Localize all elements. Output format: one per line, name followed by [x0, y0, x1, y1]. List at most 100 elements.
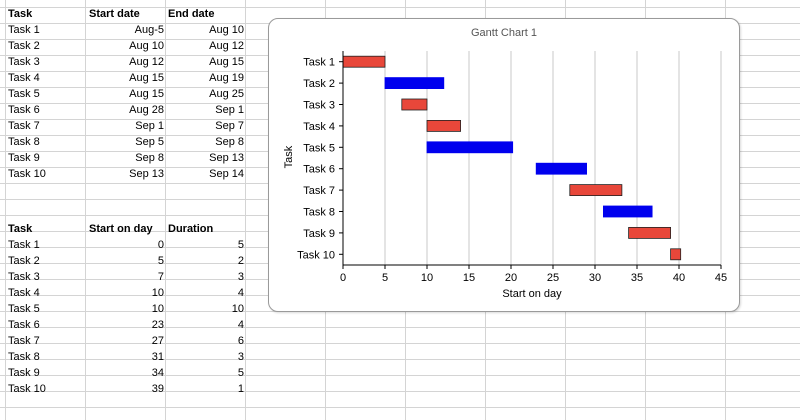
- table-cell[interactable]: Aug 12: [129, 56, 164, 68]
- table-cell[interactable]: 3: [237, 351, 244, 363]
- x-axis-title: Start on day: [502, 288, 562, 300]
- table-cell[interactable]: Task 6: [8, 319, 40, 331]
- table-cell[interactable]: Sep 13: [209, 152, 244, 164]
- header-cell-col-task[interactable]: Task: [8, 223, 33, 235]
- y-tick-label: Task 10: [297, 249, 335, 261]
- x-tick-label: 45: [715, 272, 727, 284]
- gantt-bar-1: [342, 55, 386, 68]
- chart-bars: [342, 55, 682, 261]
- table-cell[interactable]: 6: [237, 335, 244, 347]
- table-cell[interactable]: Task 1: [8, 239, 40, 251]
- header-cell-col-task[interactable]: Task: [8, 8, 33, 20]
- x-tick-label: 40: [673, 272, 685, 284]
- table-cell[interactable]: Task 4: [8, 287, 40, 299]
- table-cell[interactable]: 23: [151, 319, 164, 331]
- x-tick-label: 0: [340, 272, 346, 284]
- chart-title: Gantt Chart 1: [471, 27, 537, 39]
- y-tick-label: Task 9: [303, 228, 335, 240]
- y-tick-label: Task 2: [303, 78, 335, 90]
- table-cell[interactable]: 10: [231, 303, 244, 315]
- table-cell[interactable]: Task 10: [8, 383, 46, 395]
- table-cell[interactable]: Task 10: [8, 168, 46, 180]
- table-cell[interactable]: 10: [151, 303, 164, 315]
- x-tick-label: 35: [631, 272, 643, 284]
- table-cell[interactable]: Task 1: [8, 24, 40, 36]
- table-cell[interactable]: 0: [157, 239, 164, 251]
- y-tick-label: Task 4: [303, 121, 335, 133]
- table-cell[interactable]: 2: [237, 255, 244, 267]
- table-cell[interactable]: 3: [237, 271, 244, 283]
- table-cell[interactable]: Aug 12: [209, 40, 244, 52]
- table-cell[interactable]: Aug 15: [129, 72, 164, 84]
- table-cell[interactable]: Sep 5: [135, 136, 164, 148]
- x-tick-label: 20: [505, 272, 517, 284]
- table-cell[interactable]: Aug-5: [134, 24, 164, 36]
- table-cell[interactable]: Aug 10: [129, 40, 164, 52]
- table-cell[interactable]: 31: [151, 351, 164, 363]
- table-cell[interactable]: Task 7: [8, 120, 40, 132]
- gantt-bar-4: [426, 120, 461, 132]
- table-cell[interactable]: 5: [237, 367, 244, 379]
- gantt-bar-10: [670, 248, 682, 261]
- table-cell[interactable]: Sep 8: [215, 136, 244, 148]
- table-cell[interactable]: Task 8: [8, 351, 40, 363]
- gantt-bar-3: [401, 98, 428, 111]
- table-cell[interactable]: Task 4: [8, 72, 40, 84]
- table-cell[interactable]: 7: [157, 271, 164, 283]
- y-tick-label: Task 3: [303, 100, 335, 112]
- table-cell[interactable]: Sep 13: [129, 168, 164, 180]
- table-cell[interactable]: 34: [151, 367, 164, 379]
- y-tick-label: Task 7: [303, 185, 335, 197]
- y-tick-label: Task 5: [303, 142, 335, 154]
- table-cell[interactable]: Sep 1: [135, 120, 164, 132]
- table-cell[interactable]: Aug 28: [129, 104, 164, 116]
- table-cell[interactable]: Task 5: [8, 88, 40, 100]
- y-tick-label: Task 1: [303, 57, 335, 69]
- gantt-chart[interactable]: Gantt Chart 1 Task 1 Task 2 Task 3 Task 4 Ta…: [268, 18, 740, 312]
- header-cell-col-2[interactable]: Start on day: [89, 223, 153, 235]
- table-cell[interactable]: Aug 19: [209, 72, 244, 84]
- gantt-bar-2: [384, 77, 445, 89]
- table-cell[interactable]: 39: [151, 383, 164, 395]
- table-cell[interactable]: 27: [151, 335, 164, 347]
- x-tick-label: 30: [589, 272, 601, 284]
- x-tick-label: 10: [421, 272, 433, 284]
- table-cell[interactable]: Task 7: [8, 335, 40, 347]
- header-cell-col-3[interactable]: End date: [168, 8, 215, 20]
- table-cell[interactable]: Task 2: [8, 255, 40, 267]
- table-cell[interactable]: 5: [237, 239, 244, 251]
- table-cell[interactable]: Aug 25: [209, 88, 244, 100]
- table-cell[interactable]: Task 9: [8, 152, 40, 164]
- header-cell-col-2[interactable]: Start date: [89, 8, 140, 20]
- table-cell[interactable]: Sep 14: [209, 168, 244, 180]
- x-tick-label: 15: [463, 272, 475, 284]
- gantt-bar-7: [569, 184, 623, 197]
- gantt-bar-6: [535, 162, 588, 175]
- x-tick-label: 25: [547, 272, 559, 284]
- table-cell[interactable]: Task 8: [8, 136, 40, 148]
- table-cell[interactable]: 10: [151, 287, 164, 299]
- y-tick-label: Task 6: [303, 164, 335, 176]
- table-cell[interactable]: Sep 8: [135, 152, 164, 164]
- table-cell[interactable]: Sep 1: [215, 104, 244, 116]
- gantt-bar-5: [426, 141, 514, 154]
- table-cell[interactable]: 4: [237, 319, 244, 331]
- table-cell[interactable]: 4: [237, 287, 244, 299]
- table-cell[interactable]: Task 3: [8, 56, 40, 68]
- chart-axes: Task 1 Task 2 Task 3 Task 4 Task 5 Task 6 Task…: [297, 51, 727, 284]
- header-cell-col-3[interactable]: Duration: [168, 223, 214, 235]
- table-cell[interactable]: Sep 7: [215, 120, 244, 132]
- table-cell[interactable]: Task 5: [8, 303, 40, 315]
- y-tick-label: Task 8: [303, 207, 335, 219]
- table-cell[interactable]: Aug 15: [129, 88, 164, 100]
- table-cell[interactable]: Task 2: [8, 40, 40, 52]
- table-cell[interactable]: Task 3: [8, 271, 40, 283]
- table-cell[interactable]: Aug 10: [209, 24, 244, 36]
- table-cell[interactable]: 5: [157, 255, 164, 267]
- table-cell[interactable]: Task 9: [8, 367, 40, 379]
- table-cell[interactable]: Aug 15: [209, 56, 244, 68]
- table-cell[interactable]: Task 6: [8, 104, 40, 116]
- x-tick-label: 5: [382, 272, 388, 284]
- table-cell[interactable]: 1: [237, 383, 244, 395]
